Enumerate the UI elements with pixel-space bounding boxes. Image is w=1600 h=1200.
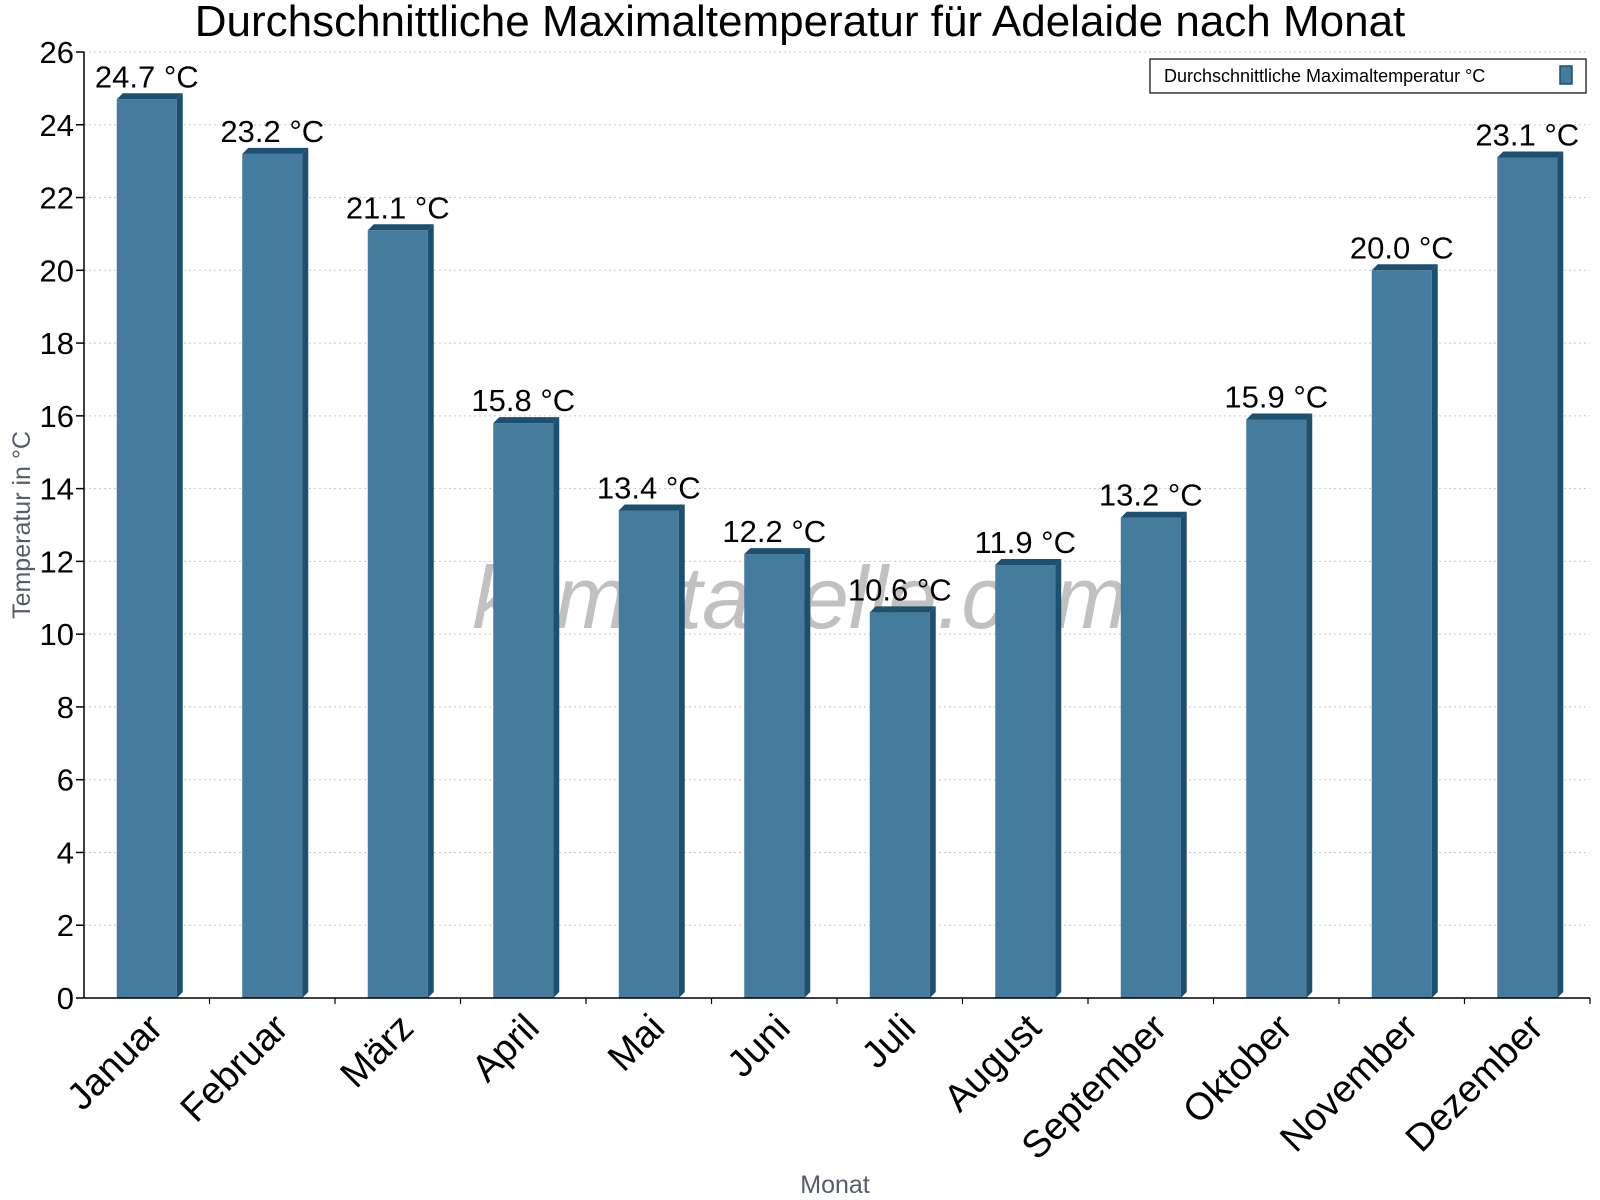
bar [1371, 264, 1438, 998]
y-tick-label: 8 [57, 690, 74, 725]
bar-face [116, 99, 177, 999]
data-label: 15.9 °C [1224, 379, 1328, 414]
data-label: 12.2 °C [722, 514, 826, 549]
y-tick-label: 20 [40, 253, 74, 288]
bar-top [618, 504, 685, 511]
y-tick-label: 6 [57, 763, 74, 798]
x-tick-label: Mai [600, 1007, 673, 1080]
bar [869, 606, 936, 998]
y-tick-label: 16 [40, 399, 74, 434]
x-tick-label: Juli [854, 1007, 924, 1077]
bar-side [1180, 511, 1187, 998]
bar-top [367, 224, 434, 231]
bar-top [1120, 511, 1187, 518]
x-axis-label: Monat [800, 1171, 870, 1199]
y-tick-label: 0 [57, 981, 74, 1016]
bar [618, 504, 685, 998]
data-label: 13.4 °C [597, 470, 701, 505]
x-tick-label: August [936, 1006, 1050, 1120]
bar [1497, 151, 1564, 998]
bar [744, 548, 811, 998]
y-tick-label: 12 [40, 544, 74, 579]
x-tick-label: Oktober [1175, 1006, 1301, 1132]
y-tick-label: 4 [57, 835, 74, 870]
bar-face [242, 153, 303, 998]
bar [1120, 511, 1187, 998]
x-tick-label: Dezember [1398, 1006, 1552, 1160]
bar-side [1557, 151, 1564, 998]
bar [367, 224, 434, 999]
data-label: 21.1 °C [346, 190, 450, 225]
bar-side [678, 504, 685, 998]
bar-top [493, 417, 560, 424]
y-tick-label: 22 [40, 181, 74, 216]
y-tick-label: 2 [57, 908, 74, 943]
bar-face [1371, 270, 1432, 998]
bar-side [553, 417, 560, 999]
data-label: 24.7 °C [95, 59, 199, 94]
x-tick-label: Juni [720, 1007, 799, 1086]
bar-face [367, 230, 428, 999]
x-tick-label: März [333, 1007, 422, 1096]
x-tick-labels: Januar Februar März April Mai Juni Juli AugustS… [59, 1006, 1552, 1167]
y-tick-label: 14 [40, 472, 74, 507]
bars [116, 93, 1564, 999]
bar [1246, 413, 1313, 998]
bar-top [744, 548, 811, 555]
bar-top [242, 147, 309, 154]
bar [116, 93, 183, 999]
bar-top [1497, 151, 1564, 158]
axes [76, 51, 1591, 1004]
legend-label: Durchschnittliche Maximaltemperatur °C [1164, 66, 1485, 86]
bar [493, 417, 560, 999]
bar-top [1246, 413, 1313, 420]
legend-box [1149, 58, 1587, 94]
bar-side [804, 548, 811, 998]
bar-side [176, 93, 183, 999]
data-label: 13.2 °C [1099, 478, 1203, 513]
bar-face [1497, 157, 1558, 998]
y-tick-label: 18 [40, 326, 74, 361]
bar-side [929, 606, 936, 998]
bar-top [116, 93, 183, 100]
bar [242, 147, 309, 998]
data-label: 23.2 °C [220, 114, 324, 149]
bar-side [427, 224, 434, 999]
x-tick-label: Februar [173, 1006, 297, 1130]
bar-side [1055, 559, 1062, 998]
data-label: 20.0 °C [1350, 230, 1454, 265]
data-label: 11.9 °C [975, 525, 1076, 560]
chart-title: Durchschnittliche Maximaltemperatur für … [195, 0, 1406, 46]
bar [995, 559, 1062, 998]
x-tick-label: Januar [59, 1006, 171, 1118]
x-tick-label: April [464, 1007, 547, 1090]
bar-face [493, 423, 554, 999]
bar-face [995, 565, 1056, 998]
data-label: 23.1 °C [1475, 118, 1579, 153]
data-labels: 24.7 °C 23.2 °C 21.1 °C 15.8 °C 13.4 °C 12.2 … [95, 59, 1579, 607]
legend-swatch [1559, 65, 1573, 85]
bar-side [302, 147, 309, 998]
bar-face [1246, 419, 1307, 998]
bar-face [744, 554, 805, 998]
y-tick-label: 26 [40, 35, 74, 70]
data-label: 10.6 °C [848, 572, 952, 607]
bar-top [1371, 264, 1438, 271]
data-label: 15.8 °C [471, 383, 575, 418]
bar-side [1306, 413, 1313, 998]
legend: Durchschnittliche Maximaltemperatur °C [1149, 58, 1587, 94]
bar-top [995, 559, 1062, 566]
y-axis-label: Temperatur in °C [8, 431, 36, 619]
bar-face [1120, 517, 1181, 998]
y-tick-label: 10 [40, 617, 74, 652]
gridlines [84, 51, 1590, 926]
bar-face [869, 612, 930, 998]
bar-face [618, 510, 679, 998]
bar-top [869, 606, 936, 613]
bar-side [1431, 264, 1438, 998]
y-tick-label: 24 [40, 108, 74, 143]
